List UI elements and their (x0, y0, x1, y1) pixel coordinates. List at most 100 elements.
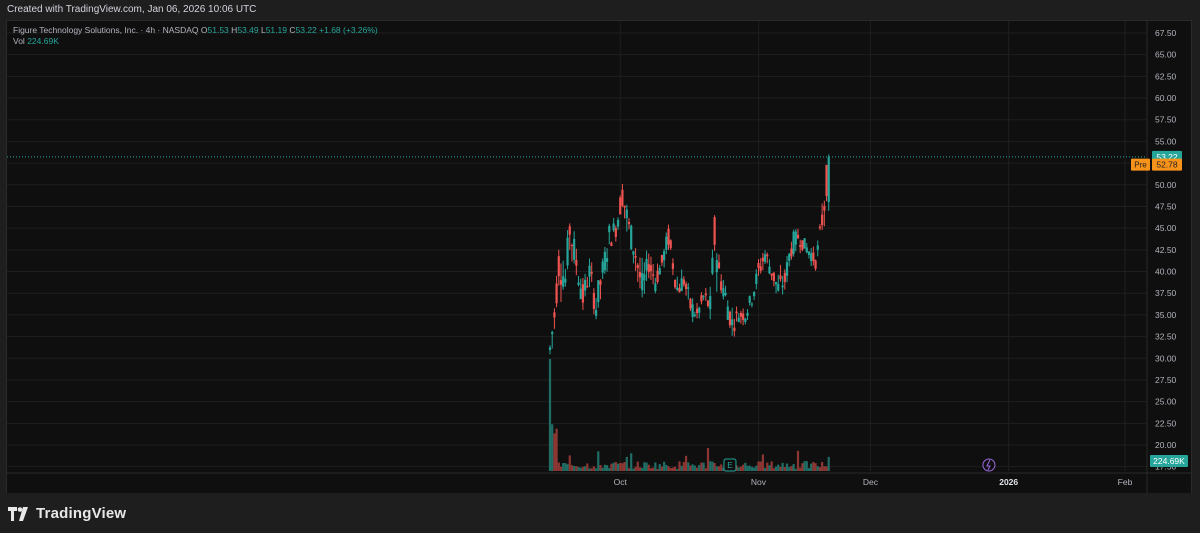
legend-high-label: H (231, 25, 238, 35)
volume-bar (652, 467, 655, 471)
tradingview-logo[interactable]: TradingView (8, 505, 126, 522)
volume-bar (669, 468, 672, 471)
volume-bar (654, 462, 657, 471)
lightning-icon (986, 459, 991, 471)
tradingview-logo-icon (8, 506, 28, 521)
candle-body (577, 282, 580, 286)
x-tick-label: Feb (1118, 477, 1133, 487)
volume-bar (551, 424, 554, 471)
legend-symbol: Figure Technology Solutions, Inc. · 4h ·… (13, 25, 199, 35)
legend-change: +1.68 (+3.26%) (319, 25, 378, 35)
premarket-price-badge (1152, 158, 1182, 171)
y-tick-label: 57.50 (1155, 115, 1177, 125)
candle-body (766, 254, 769, 257)
candle-body (660, 255, 664, 263)
y-tick-label: 67.50 (1155, 28, 1177, 38)
candle-body (638, 272, 642, 278)
dividend-event-icon[interactable] (982, 458, 996, 472)
y-tick-label: 47.50 (1155, 201, 1177, 211)
volume-bar (649, 468, 653, 471)
volume-badge (1150, 455, 1188, 467)
volume-bar (643, 462, 646, 471)
candle-body (630, 225, 633, 250)
volume-bar (630, 453, 633, 471)
candle-body (652, 274, 655, 276)
volume-bar (641, 467, 644, 471)
volume-bar (700, 462, 703, 471)
volume-bar (566, 464, 569, 471)
volume-bar (592, 466, 595, 471)
y-tick-label: 35.00 (1155, 310, 1177, 320)
candle-body (805, 247, 808, 253)
candle-body (728, 311, 732, 326)
candle-body (742, 313, 745, 321)
top-bar: Created with TradingView.com, Jan 06, 20… (0, 0, 1200, 20)
candle-body (575, 259, 578, 266)
volume-bar (564, 463, 567, 471)
candle-body (570, 245, 574, 247)
candle-body (695, 308, 699, 314)
earnings-event-icon[interactable] (723, 458, 737, 472)
candle-body (601, 261, 604, 273)
candle-body (772, 272, 775, 282)
candle-body (770, 273, 773, 276)
volume-bar (621, 463, 624, 471)
candle-body (680, 278, 683, 291)
candle-body (647, 264, 650, 273)
candle-body (597, 280, 600, 303)
y-tick-label: 62.50 (1155, 71, 1177, 81)
volume-bar (575, 466, 578, 471)
candle-body (665, 236, 668, 250)
chart-frame[interactable]: 67.5065.0062.5060.0057.5055.0052.5050.00… (6, 20, 1192, 494)
y-tick-label: 27.50 (1155, 375, 1177, 385)
volume-bar (555, 428, 558, 471)
x-tick-label: 2026 (999, 477, 1018, 487)
volume-bar (759, 461, 762, 471)
candle-body (733, 327, 736, 332)
volume-bar (812, 461, 815, 471)
candle-body (586, 285, 589, 287)
candle-body (658, 268, 661, 275)
candle-body (774, 281, 778, 285)
y-tick-label: 65.00 (1155, 50, 1177, 60)
volume-bar (825, 466, 828, 471)
candle-body (632, 251, 635, 255)
y-tick-label: 25.00 (1155, 397, 1177, 407)
volume-bar (748, 465, 751, 471)
candle-body (715, 260, 718, 273)
volume-bar (667, 466, 670, 471)
volume-bar (691, 464, 694, 471)
candle-body (720, 281, 723, 291)
candle-body (799, 245, 802, 247)
volume-bar (623, 462, 626, 471)
candle-body (785, 262, 789, 276)
candle-body (557, 256, 560, 277)
premarket-tag (1131, 158, 1150, 171)
candle-body (796, 234, 800, 239)
volume-bar (647, 464, 650, 471)
premarket-price-label: 52.78 (1156, 160, 1178, 170)
candle-body (559, 280, 563, 285)
volume-bar (783, 467, 786, 471)
volume-bar (616, 463, 620, 471)
candle-body (724, 292, 727, 296)
candle-body (759, 266, 762, 271)
volume-bar (601, 467, 604, 471)
candle-body (753, 292, 756, 297)
candle-body (768, 266, 771, 274)
y-tick-label: 40.00 (1155, 267, 1177, 277)
volume-bar (717, 466, 721, 471)
volume-bar (608, 468, 611, 471)
candle-body (588, 265, 591, 277)
candle-body (616, 219, 620, 227)
candle-body (623, 205, 626, 208)
volume-bar (742, 464, 745, 471)
candle-body (573, 238, 576, 260)
volume-bar (568, 455, 571, 471)
volume-bar (603, 464, 606, 471)
candle-body (590, 272, 593, 274)
price-chart[interactable]: 67.5065.0062.5060.0057.5055.0052.5050.00… (7, 21, 1191, 493)
volume-bar (746, 465, 749, 471)
y-tick-label: 50.00 (1155, 180, 1177, 190)
y-tick-label: 60.00 (1155, 93, 1177, 103)
